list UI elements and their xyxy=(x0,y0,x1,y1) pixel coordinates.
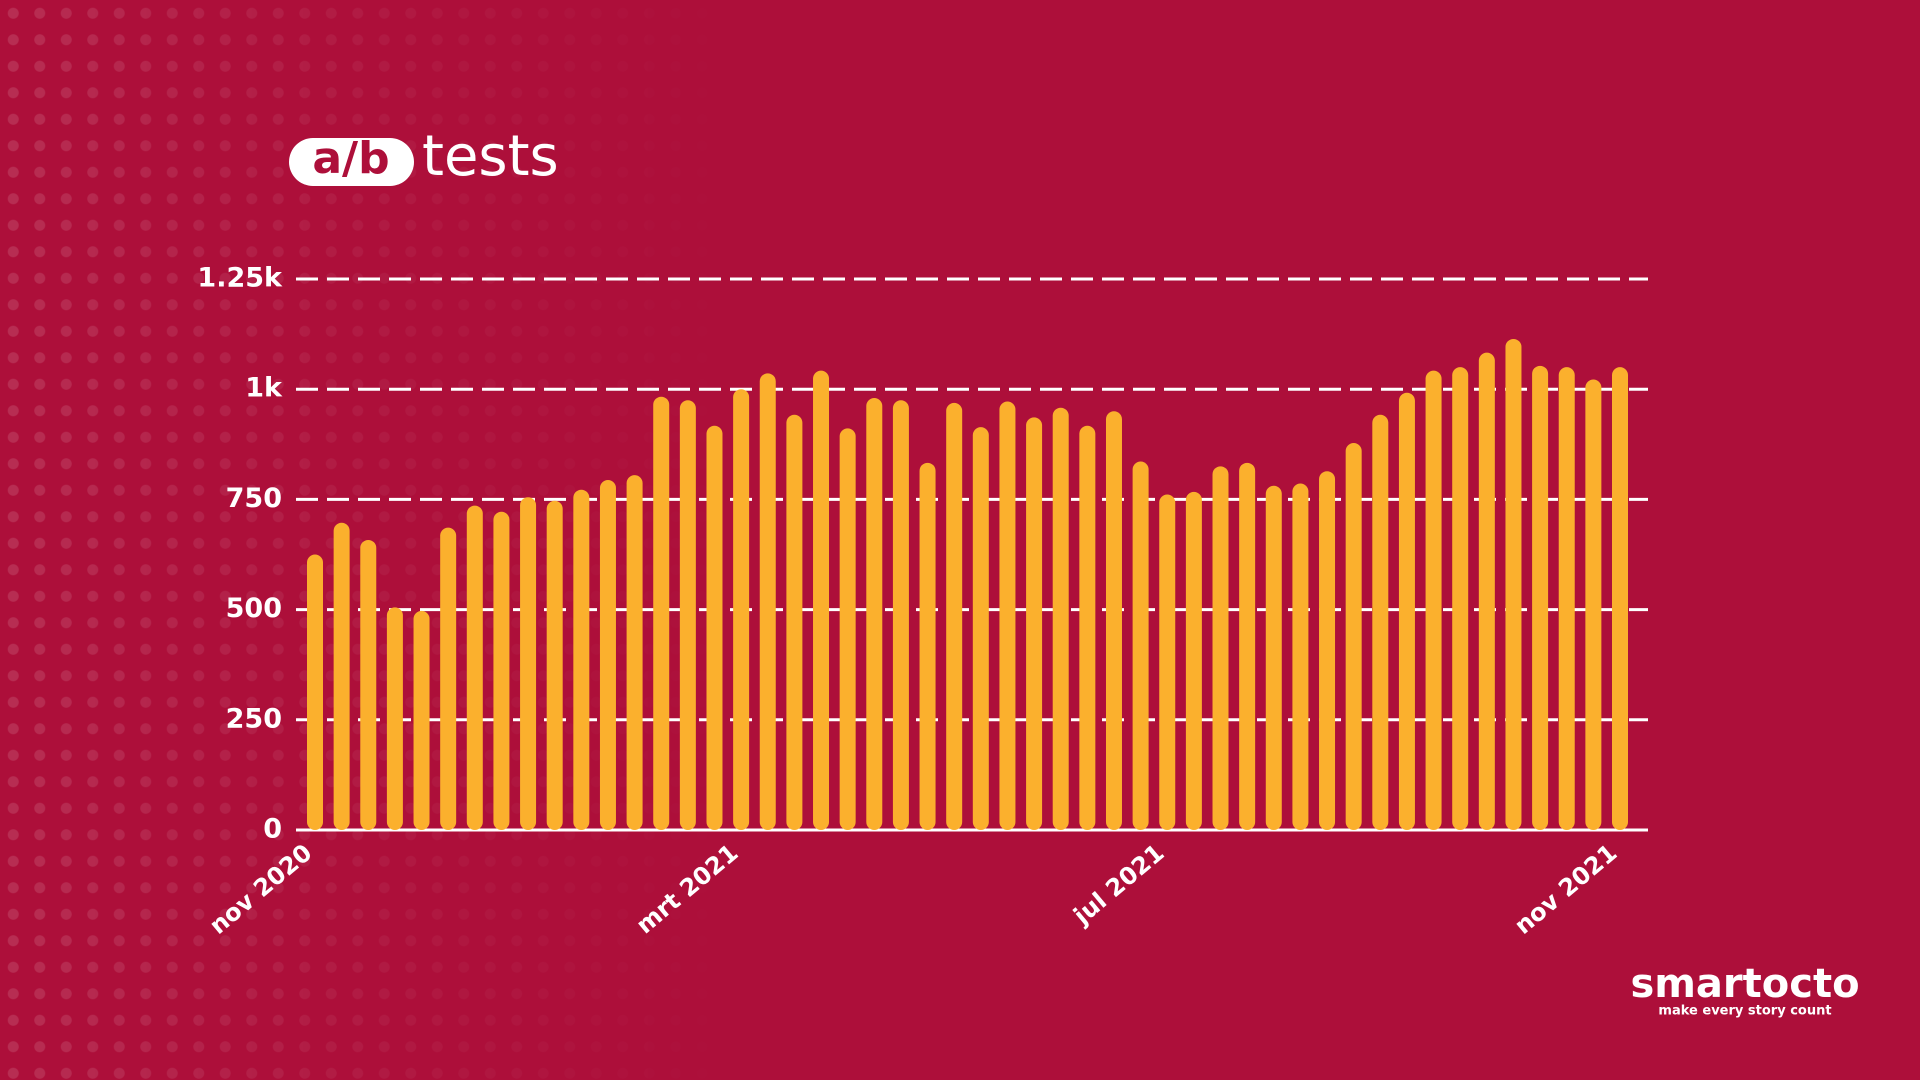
y-tick-label: 1k xyxy=(245,373,283,404)
bar xyxy=(1079,425,1096,830)
bar xyxy=(1558,367,1575,830)
bar xyxy=(653,396,670,830)
bar xyxy=(1612,367,1628,830)
x-tick-label: nov 2020 xyxy=(204,839,317,940)
bar xyxy=(440,527,457,830)
bar xyxy=(1026,417,1043,830)
bar xyxy=(1585,379,1602,830)
bar xyxy=(1372,414,1389,830)
y-tick-label: 0 xyxy=(263,814,282,845)
title-badge-text: a/b xyxy=(312,133,389,184)
bar xyxy=(1398,392,1415,830)
bar xyxy=(679,400,696,830)
bar xyxy=(1532,365,1549,830)
bar xyxy=(546,500,563,830)
title-word: tests xyxy=(422,124,559,189)
bar xyxy=(1478,352,1495,830)
x-tick-label: nov 2021 xyxy=(1509,839,1622,940)
bar xyxy=(1105,411,1122,830)
bar xyxy=(813,370,830,830)
bar xyxy=(413,610,430,830)
bar xyxy=(759,373,776,830)
bar xyxy=(573,489,590,830)
y-tick-label: 250 xyxy=(226,703,282,734)
bar xyxy=(1212,466,1229,830)
bar xyxy=(493,511,510,830)
bar xyxy=(360,539,377,830)
bar xyxy=(706,425,723,830)
brand-tagline: make every story count xyxy=(1658,1004,1831,1019)
x-tick-label: jul 2021 xyxy=(1068,839,1170,931)
bar xyxy=(866,398,883,830)
title-badge xyxy=(289,138,414,186)
bar xyxy=(599,480,616,830)
bar xyxy=(1185,491,1202,830)
bar xyxy=(999,401,1016,830)
bar xyxy=(919,462,936,830)
bar xyxy=(626,475,643,830)
y-tick-label: 500 xyxy=(226,593,282,624)
bar xyxy=(1505,338,1522,830)
bar xyxy=(839,428,856,830)
bar xyxy=(1345,442,1362,830)
bar xyxy=(946,402,963,830)
bar xyxy=(1292,483,1309,830)
y-tick-label: 1.25k xyxy=(197,263,283,294)
bar xyxy=(892,400,909,830)
bar xyxy=(520,497,537,830)
bar xyxy=(972,427,989,830)
bar xyxy=(786,414,803,830)
bar xyxy=(1159,494,1176,830)
x-tick-label: mrt 2021 xyxy=(631,839,744,940)
bar xyxy=(1132,461,1149,830)
bar xyxy=(733,389,750,830)
bar xyxy=(1265,485,1282,830)
bar xyxy=(1452,367,1469,830)
bar xyxy=(1239,462,1256,830)
bar xyxy=(1319,471,1336,830)
brand-name: smartocto xyxy=(1630,961,1859,1007)
bar xyxy=(1052,407,1069,830)
bar xyxy=(333,522,350,830)
bar xyxy=(466,505,483,830)
bar xyxy=(386,607,403,830)
bar xyxy=(1425,370,1442,830)
bar xyxy=(307,554,323,830)
y-tick-label: 750 xyxy=(226,483,282,514)
